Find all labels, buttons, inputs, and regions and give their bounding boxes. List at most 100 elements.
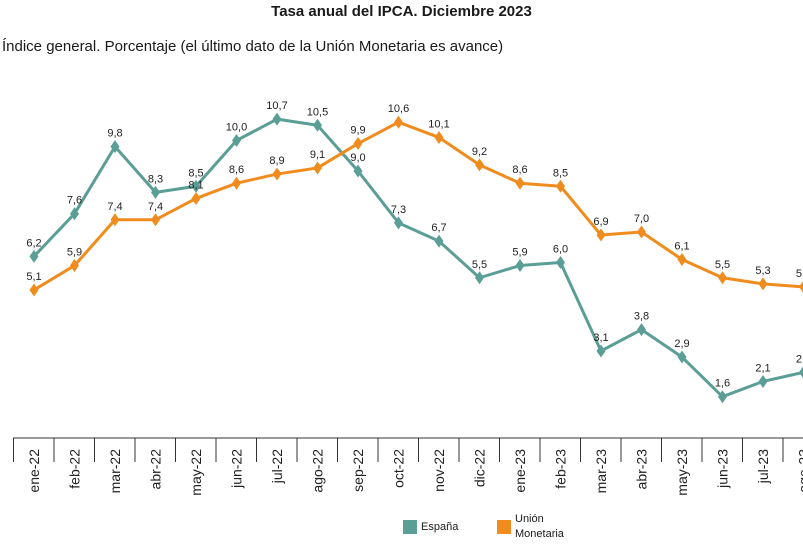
data-label-espana: 2,4 [796,353,803,365]
data-point-espana [353,164,363,178]
x-tick-label: jun-22 [229,449,245,489]
data-label-espana: 8,3 [148,173,163,185]
data-label-union-monetaria: 10,1 [428,118,449,130]
data-label-espana: 6,7 [431,222,446,234]
data-point-union-monetaria [718,271,727,285]
data-point-espana [394,216,403,230]
data-label-union-monetaria: 9,9 [350,125,365,137]
data-point-union-monetaria [758,277,768,291]
chart-subtitle: Índice general. Porcentaje (el último da… [2,38,504,55]
data-point-espana [515,259,525,273]
data-point-union-monetaria [394,115,403,129]
data-label-union-monetaria: 7,0 [634,213,649,225]
data-labels: 6,2 7,6 9,8 8,3 8,5 10,0 10,7 10,5 9,0 7,3 6,7 5,5 5… [26,100,803,390]
data-point-espana [596,344,606,358]
data-label-union-monetaria: 5,3 [755,265,770,277]
data-label-union-monetaria: 7,4 [148,201,163,213]
data-point-espana [313,118,322,132]
x-tick-label: abr-23 [634,449,650,490]
data-point-union-monetaria [232,176,241,190]
data-label-espana: 9,8 [107,128,122,140]
data-label-espana: 5,9 [512,247,527,259]
data-label-union-monetaria: 6,9 [593,216,608,228]
x-tick-label: abr-22 [148,449,164,490]
data-point-union-monetaria [556,179,565,193]
data-point-union-monetaria [677,252,687,266]
data-point-espana [718,390,727,404]
data-point-espana [475,271,484,285]
data-point-union-monetaria [475,158,484,172]
data-point-union-monetaria [515,176,525,190]
data-point-union-monetaria [110,213,120,227]
data-label-union-monetaria: 7,4 [107,201,122,213]
series-line-espana [32,117,803,399]
x-tick-label: nov-22 [431,449,447,492]
legend-label-union-monetaria: Unión Monetaria [515,512,564,542]
data-point-espana [191,179,201,193]
data-point-espana [434,234,444,248]
data-point-espana [799,366,803,379]
data-label-espana: 6,2 [26,237,41,249]
x-tick-label: jul-23 [755,449,771,484]
data-label-espana: 10,5 [307,106,328,118]
x-tick-label: feb-23 [553,449,569,489]
data-point-espana [556,256,565,269]
data-label-espana: 9,0 [350,152,365,164]
data-label-union-monetaria: 8,6 [229,164,244,176]
data-label-espana: 10,7 [266,100,287,112]
legend-swatch-espana [403,520,417,534]
data-point-espana [110,140,120,154]
series-line-union-monetaria [33,120,803,292]
x-tick-label: mar-22 [107,449,123,494]
x-tick-label: feb-22 [67,449,83,489]
data-point-espana [677,350,687,364]
data-point-espana [151,185,160,199]
data-label-union-monetaria: 9,1 [310,149,325,161]
data-point-espana [272,112,282,126]
legend-label-union-line1: Unión [515,513,544,525]
data-label-espana: 5,5 [472,259,487,271]
data-point-union-monetaria [151,213,160,227]
data-point-union-monetaria [191,191,201,205]
data-point-union-monetaria [799,281,803,293]
data-point-espana [70,207,79,221]
data-label-espana: 10,0 [226,122,247,134]
data-point-union-monetaria [29,283,39,297]
data-label-union-monetaria: 5,2 [796,268,803,280]
data-point-union-monetaria [313,161,322,175]
data-label-union-monetaria: 6,1 [674,240,689,252]
x-tick-label: oct-22 [391,449,407,488]
x-axis: ene-22 feb-22 mar-22 abr-22 may-22 jun-22 jul-… [13,437,803,496]
x-tick-label: ago-22 [310,449,326,493]
data-label-union-monetaria: 5,5 [715,259,730,271]
data-point-union-monetaria [596,228,606,242]
x-tick-label: may-22 [188,449,204,496]
data-point-union-monetaria [353,137,363,151]
chart-title: Tasa anual del IPCA. Diciembre 2023 [271,3,532,20]
data-label-union-monetaria: 8,1 [188,179,203,191]
data-point-union-monetaria [434,130,444,144]
data-label-espana: 3,1 [593,332,608,344]
data-label-espana: 1,6 [715,378,730,390]
series-group [29,112,803,404]
data-label-union-monetaria: 9,2 [472,146,487,158]
x-tick-label: may-23 [674,449,690,496]
data-label-espana: 3,8 [634,311,649,323]
data-label-espana: 2,1 [755,362,770,374]
data-point-union-monetaria [637,225,646,239]
data-label-union-monetaria: 8,6 [512,164,527,176]
data-point-espana [637,323,646,337]
data-label-union-monetaria: 8,9 [269,155,284,167]
data-label-espana: 8,5 [188,167,203,179]
x-tick-label: jul-22 [269,449,285,484]
x-tick-label: jun-23 [715,449,731,489]
x-tick-label: ene-23 [512,449,528,493]
data-point-union-monetaria [272,167,282,181]
legend-label-union-line2: Monetaria [515,528,564,540]
x-tick-label: mar-23 [593,449,609,494]
x-tick-label: ago-23 [796,449,803,493]
data-label-espana: 7,3 [391,204,406,216]
data-label-espana: 7,6 [67,195,82,207]
data-label-union-monetaria: 5,9 [67,247,82,259]
